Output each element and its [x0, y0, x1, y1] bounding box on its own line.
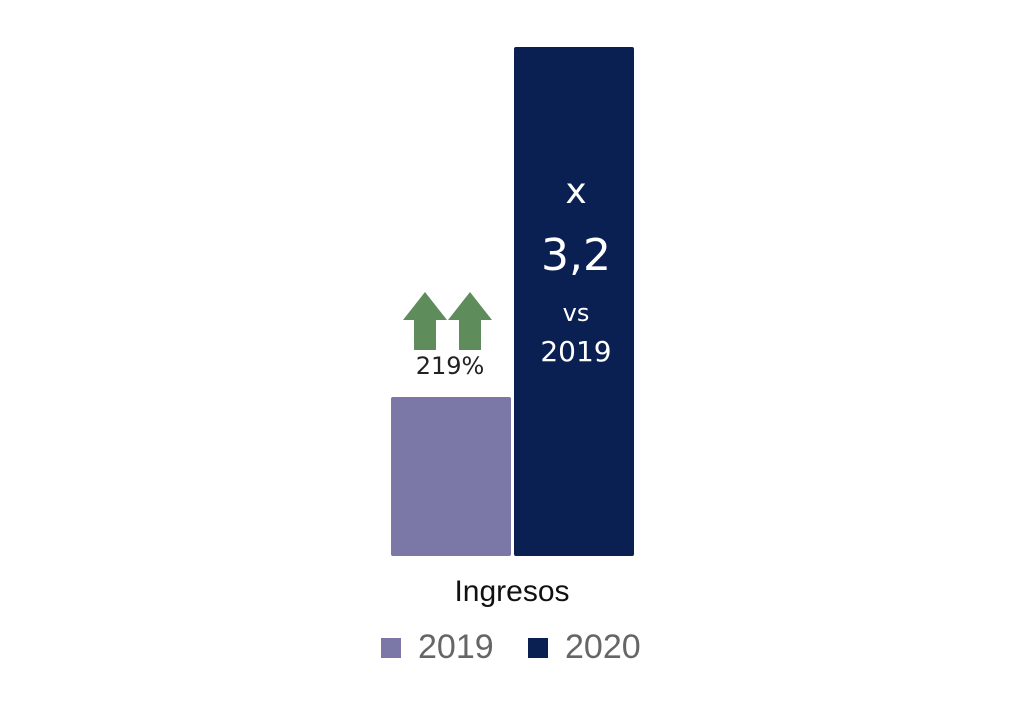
arrow	[448, 292, 492, 350]
annotation: 3,2	[541, 230, 611, 281]
annotation: x	[565, 171, 586, 212]
legend-label: 2019	[418, 628, 494, 666]
bar	[514, 47, 634, 556]
annotation: vs	[563, 299, 590, 327]
legend-swatch	[528, 638, 548, 658]
bars	[391, 47, 634, 556]
growth-arrows	[403, 292, 492, 350]
x-tick-label: Ingresos	[454, 575, 569, 608]
arrow	[403, 292, 447, 350]
growth-label: 219%	[416, 352, 485, 380]
annotation: 2019	[540, 335, 611, 368]
legend-label: 2020	[565, 628, 641, 666]
bar	[391, 396, 511, 556]
ratio-annotation: x 3,2 vs 2019	[540, 171, 611, 368]
legend: 2019 2020	[381, 628, 641, 666]
legend-swatch	[381, 638, 401, 658]
